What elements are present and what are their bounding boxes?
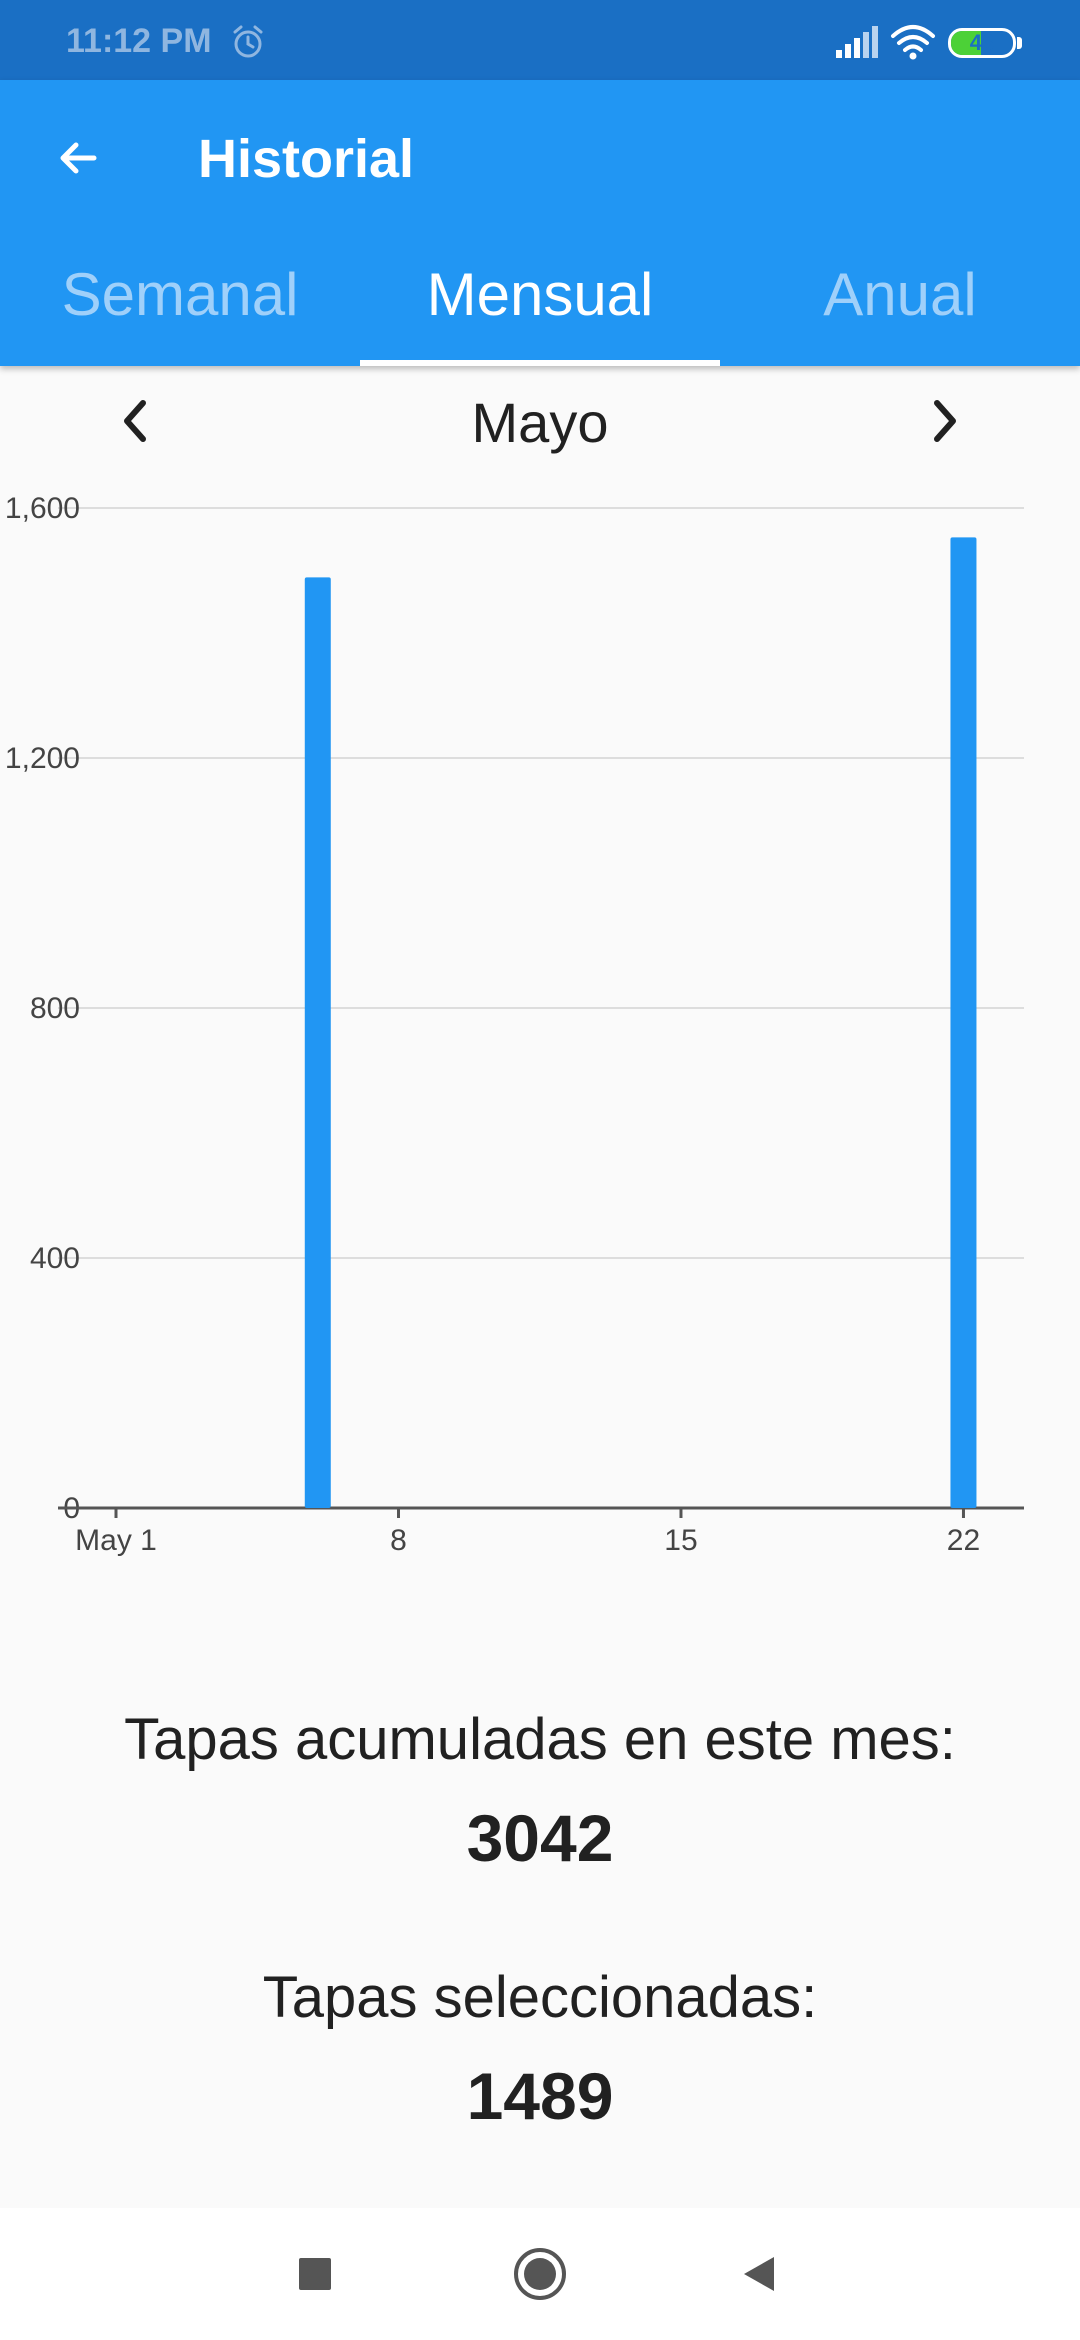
tab-semanal[interactable]: Semanal <box>61 261 299 328</box>
home-circle-icon <box>514 2248 566 2300</box>
page-title: Historial <box>198 129 415 189</box>
chevron-right-icon <box>934 400 956 442</box>
selected-label: Tapas seleccionadas: <box>262 1965 818 2030</box>
home-button[interactable] <box>510 2244 570 2304</box>
status-bar: 11:12 PM 48 <box>0 0 1080 80</box>
next-month-button[interactable] <box>912 388 978 454</box>
month-label: Mayo <box>471 391 609 454</box>
battery-fill <box>951 31 981 55</box>
y-tick-label: 800 <box>30 992 80 1025</box>
x-tick-label: May 1 <box>75 1524 157 1557</box>
recents-square-icon <box>299 2258 331 2290</box>
accumulated-value: 3042 <box>466 1801 614 1875</box>
back-button[interactable] <box>46 126 110 190</box>
status-time: 11:12 PM <box>66 22 212 60</box>
battery-level: 48 <box>969 30 995 55</box>
app-bar: Historial Semanal Mensual Anual <box>0 80 1080 366</box>
y-tick-label: 400 <box>30 1242 80 1275</box>
chevron-left-icon <box>124 400 146 442</box>
x-tick-label: 8 <box>390 1524 407 1557</box>
y-tick-label: 1,200 <box>5 742 80 775</box>
tab-indicator <box>360 360 720 366</box>
system-navigation-bar <box>0 2208 1080 2340</box>
tab-anual[interactable]: Anual <box>823 261 977 328</box>
battery-tip <box>1017 37 1022 49</box>
x-tick-label: 15 <box>664 1524 697 1557</box>
arrow-left-icon <box>60 142 97 174</box>
selected-value: 1489 <box>466 2059 614 2133</box>
system-back-button[interactable] <box>730 2244 790 2304</box>
y-tick-label: 1,600 <box>5 492 80 525</box>
x-tick-label: 22 <box>947 1524 980 1557</box>
battery-icon: 48 <box>948 28 1016 58</box>
bar <box>304 577 331 1508</box>
back-triangle-icon <box>744 2257 774 2291</box>
bar <box>950 537 977 1508</box>
signal-icon <box>836 26 878 58</box>
accumulated-label: Tapas acumuladas en este mes: <box>124 1707 956 1772</box>
wifi-icon <box>891 25 935 60</box>
tab-mensual[interactable]: Mensual <box>426 261 654 328</box>
alarm-icon <box>233 25 263 58</box>
previous-month-button[interactable] <box>102 388 168 454</box>
recents-button[interactable] <box>285 2244 345 2304</box>
